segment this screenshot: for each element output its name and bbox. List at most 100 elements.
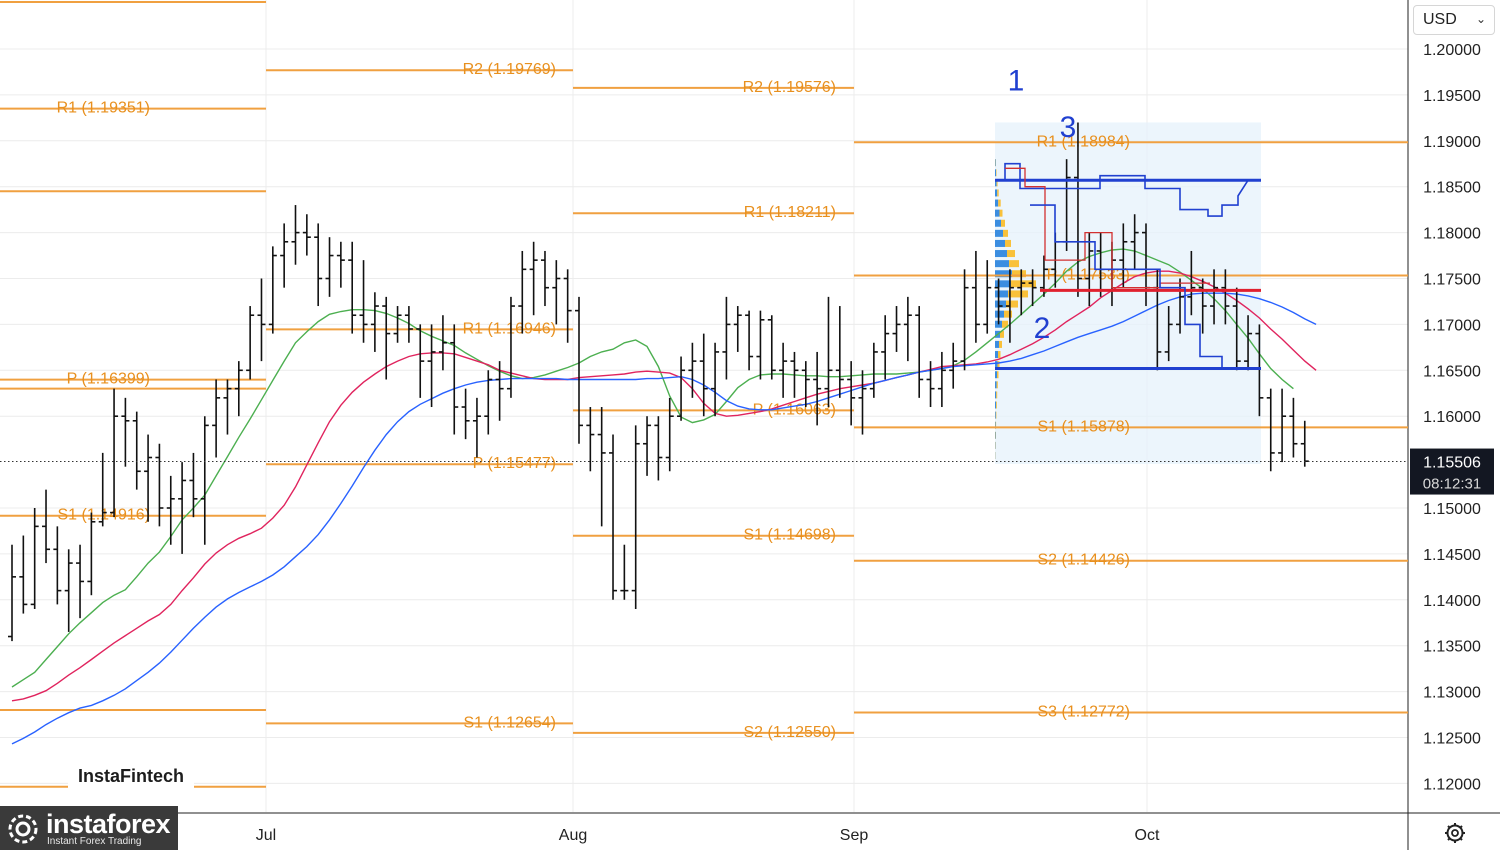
ohlc-bar (65, 549, 73, 632)
profile-bar-buy (995, 432, 996, 439)
currency-selector[interactable]: USD ⌄ (1413, 5, 1495, 35)
gear-icon[interactable] (1441, 820, 1469, 846)
ohlc-bar (167, 476, 175, 545)
ohlc-bar (450, 324, 458, 434)
profile-bar-sell (997, 381, 998, 388)
price-tick-label[interactable]: 1.16500 (1423, 363, 1481, 380)
ohlc-bar (938, 352, 946, 407)
pivot-label: R1 (1.18211) (744, 204, 836, 221)
price-tick-label[interactable]: 1.18500 (1423, 180, 1481, 197)
pivot-label: S1 (1.14698) (743, 527, 836, 544)
ohlc-bar (666, 398, 674, 471)
instaforex-logo[interactable]: instaforex Instant Forex Trading (0, 806, 178, 850)
profile-bar-sell (996, 391, 997, 398)
ohlc-bar (371, 292, 379, 352)
profile-bar-buy (995, 159, 996, 166)
time-tick-label[interactable]: Aug (559, 827, 587, 844)
ohlc-bar (257, 279, 265, 362)
pivot-label: S1 (1.14916) (57, 507, 150, 524)
wave-label: 3 (1060, 111, 1077, 144)
ohlc-bar (722, 297, 730, 380)
profile-bar-buy (995, 311, 1004, 318)
ohlc-bar (269, 246, 277, 333)
ohlc-bar (654, 416, 662, 480)
profile-bar-buy (995, 189, 997, 196)
profile-bar-sell (1007, 250, 1015, 257)
ohlc-bar (439, 315, 447, 370)
pivot-label: S2 (1.12550) (743, 724, 836, 741)
ohlc-bar (983, 260, 991, 333)
profile-bar-sell (997, 371, 999, 378)
ohlc-bar (19, 536, 27, 614)
ohlc-bar (484, 370, 492, 434)
ohlc-bar (382, 297, 390, 380)
profile-bar-buy (995, 391, 996, 398)
ohlc-bar (292, 205, 300, 265)
profile-bar-buy (995, 230, 1003, 237)
logo-tagline: Instant Forex Trading (47, 836, 142, 847)
profile-bar-sell (999, 341, 1002, 348)
time-axis[interactable]: Jul Aug Sep Oct (256, 827, 1160, 844)
pivot-label: R2 (1.19576) (743, 79, 836, 96)
ohlc-bar (745, 311, 753, 371)
ohlc-bar (700, 334, 708, 417)
ohlc-bar (756, 311, 764, 380)
time-tick-label[interactable]: Oct (1135, 827, 1160, 844)
price-tick-label[interactable]: 1.15000 (1423, 501, 1481, 518)
moving-averages (12, 249, 1316, 744)
ohlc-bar (507, 297, 515, 398)
ohlc-bar (711, 343, 719, 416)
price-tick-label[interactable]: 1.12000 (1423, 776, 1481, 793)
pivot-label: S1 (1.15878) (1037, 418, 1130, 435)
profile-bar-sell (996, 402, 997, 409)
ohlc-bar (552, 260, 560, 324)
current-price-value: 1.15506 (1423, 455, 1481, 472)
profile-bar-sell (998, 200, 1001, 207)
ohlc-bar (303, 214, 311, 255)
price-tick-label[interactable]: 1.19000 (1423, 134, 1481, 151)
currency-value: USD (1423, 11, 1457, 29)
price-tick-label[interactable]: 1.13000 (1423, 685, 1481, 702)
ohlc-bar (416, 324, 424, 397)
ohlc-bar (76, 545, 84, 618)
profile-bar-sell (1003, 230, 1008, 237)
profile-bar-buy (995, 220, 1001, 227)
pivot-label: P (1.16399) (67, 371, 150, 388)
ohlc-bar (972, 251, 980, 343)
price-tick-label[interactable]: 1.16000 (1423, 409, 1481, 426)
time-tick-label[interactable]: Sep (840, 827, 869, 844)
pivot-label: S3 (1.12772) (1037, 704, 1130, 721)
ohlc-bar (212, 379, 220, 457)
profile-bar-buy (995, 402, 996, 409)
price-axis[interactable]: 1.20000 1.19500 1.19000 1.18500 1.18000 1.175… (1410, 42, 1494, 793)
price-tick-label[interactable]: 1.13500 (1423, 639, 1481, 656)
profile-bar-buy (995, 169, 996, 176)
profile-bar-sell (1001, 220, 1005, 227)
ohlc-bar (201, 416, 209, 545)
price-tick-label[interactable]: 1.17500 (1423, 272, 1481, 289)
price-tick-label[interactable]: 1.12500 (1423, 731, 1481, 748)
profile-bar-buy (995, 371, 997, 378)
ohlc-bar (1278, 389, 1286, 462)
price-tick-label[interactable]: 1.17000 (1423, 317, 1481, 334)
price-tick-label[interactable]: 1.14000 (1423, 593, 1481, 610)
price-tick-label[interactable]: 1.19500 (1423, 88, 1481, 105)
profile-bar-sell (997, 189, 999, 196)
pivot-label: P (1.15477) (473, 455, 556, 472)
ohlc-bar (121, 398, 129, 467)
pivot-label: R1 (1.19351) (57, 100, 150, 117)
ohlc-bar (564, 269, 572, 342)
ohlc-bar (337, 242, 345, 288)
time-tick-label[interactable]: Jul (256, 827, 276, 844)
price-tick-label[interactable]: 1.18000 (1423, 226, 1481, 243)
profile-bar-buy (995, 412, 996, 419)
profile-bar-buy (995, 240, 1005, 247)
price-tick-label[interactable]: 1.14500 (1423, 547, 1481, 564)
price-tick-label[interactable]: 1.20000 (1423, 42, 1481, 59)
profile-bar-buy (995, 290, 1008, 297)
ohlc-bar (246, 306, 254, 379)
ohlc-bar (360, 260, 368, 343)
